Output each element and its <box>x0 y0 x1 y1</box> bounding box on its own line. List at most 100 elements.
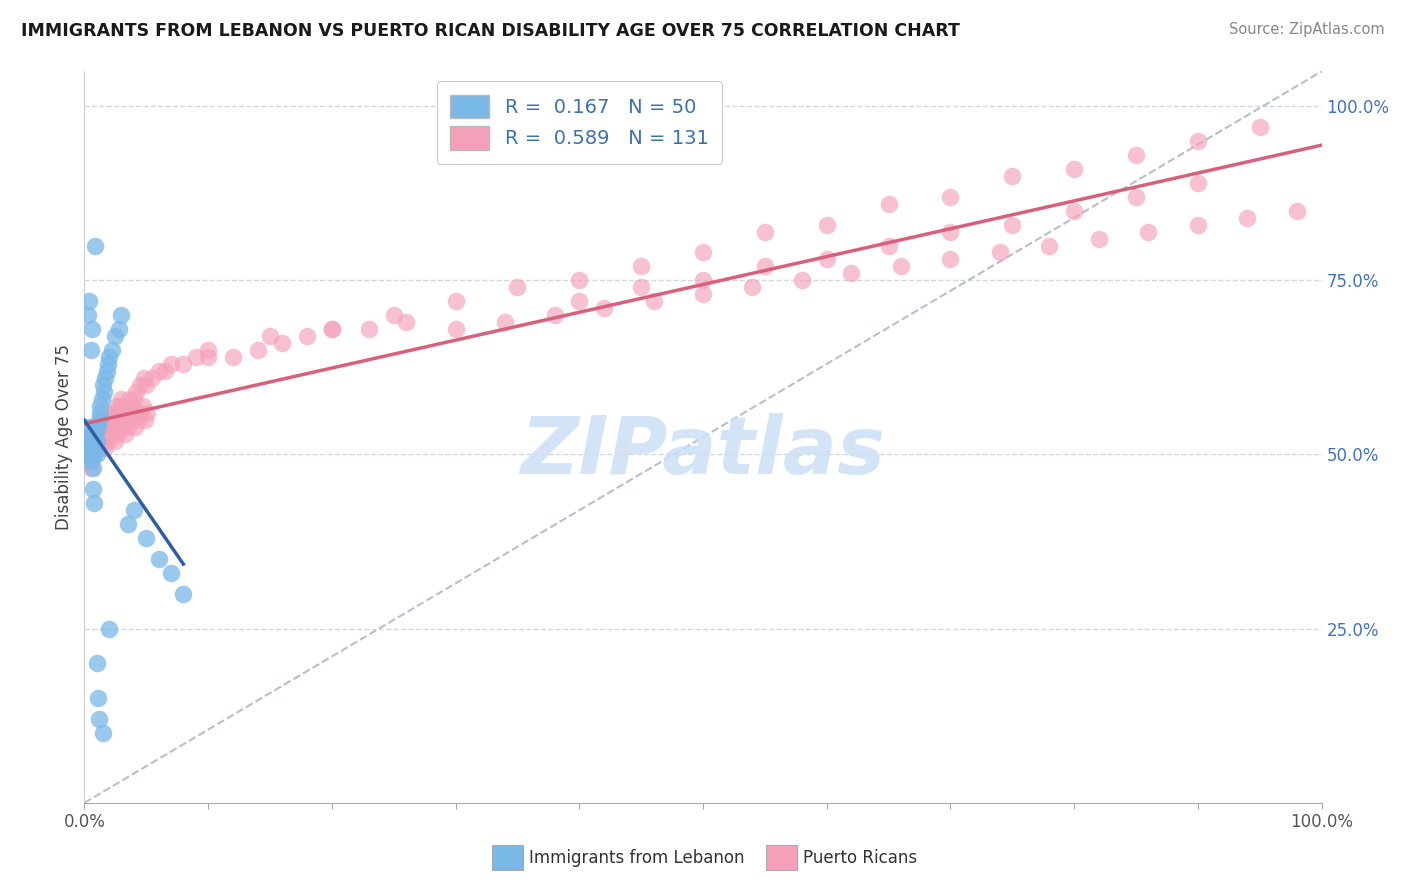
Point <box>110 392 132 406</box>
Point <box>84 441 107 455</box>
Point <box>111 412 134 426</box>
Point <box>89 419 111 434</box>
Point <box>115 406 138 420</box>
Point <box>129 377 152 392</box>
Point <box>105 399 128 413</box>
Point <box>86 434 108 448</box>
Point <box>94 441 117 455</box>
Point <box>107 412 129 426</box>
Point <box>91 426 114 441</box>
Point <box>568 294 591 309</box>
Point <box>117 419 139 434</box>
Point <box>79 454 101 468</box>
Point <box>100 343 122 357</box>
Point <box>101 419 124 434</box>
Point <box>148 552 170 566</box>
Point <box>1187 176 1209 190</box>
Point <box>630 280 652 294</box>
Point <box>87 691 110 706</box>
Point <box>692 287 714 301</box>
Point <box>132 371 155 385</box>
Point <box>841 266 863 280</box>
Text: ZIPatlas: ZIPatlas <box>520 413 886 491</box>
Point <box>87 434 110 448</box>
Y-axis label: Disability Age Over 75: Disability Age Over 75 <box>55 344 73 530</box>
Point <box>444 294 467 309</box>
Point <box>593 301 616 316</box>
Point <box>1187 218 1209 232</box>
Point <box>93 384 115 399</box>
Point <box>692 273 714 287</box>
Point <box>89 406 111 420</box>
Point <box>98 350 121 364</box>
Point <box>815 218 838 232</box>
Point <box>86 426 108 441</box>
Point <box>259 329 281 343</box>
Point <box>692 245 714 260</box>
Point <box>80 426 103 441</box>
Point <box>122 503 145 517</box>
Point <box>790 273 813 287</box>
Point <box>1236 211 1258 225</box>
Point <box>321 322 343 336</box>
Point <box>91 426 114 441</box>
Point <box>77 419 100 434</box>
Point <box>295 329 318 343</box>
Point <box>136 406 159 420</box>
Point <box>84 434 107 448</box>
Point <box>98 419 121 434</box>
Point <box>83 496 105 510</box>
Point <box>444 322 467 336</box>
Point <box>939 252 962 267</box>
Point <box>122 392 145 406</box>
Point <box>108 406 131 420</box>
Point <box>172 587 194 601</box>
Text: Source: ZipAtlas.com: Source: ZipAtlas.com <box>1229 22 1385 37</box>
Point <box>160 566 183 580</box>
Point <box>80 448 103 462</box>
Point <box>568 273 591 287</box>
Point <box>877 196 900 211</box>
Text: Immigrants from Lebanon: Immigrants from Lebanon <box>529 849 744 867</box>
Point <box>321 322 343 336</box>
Point <box>89 399 111 413</box>
Point <box>110 308 132 322</box>
Point <box>87 441 110 455</box>
Point <box>101 419 124 434</box>
Point <box>79 441 101 455</box>
Point <box>1137 225 1160 239</box>
Point <box>98 412 121 426</box>
Point <box>222 350 245 364</box>
Point <box>100 406 122 420</box>
Point <box>97 357 120 371</box>
Point <box>741 280 763 294</box>
Point <box>112 399 135 413</box>
Legend: R =  0.167   N = 50, R =  0.589   N = 131: R = 0.167 N = 50, R = 0.589 N = 131 <box>436 81 723 163</box>
Point <box>77 454 100 468</box>
Point <box>160 357 183 371</box>
Point <box>110 419 132 434</box>
Point <box>1285 203 1308 218</box>
Point <box>1187 134 1209 148</box>
Point <box>988 245 1011 260</box>
Point <box>172 357 194 371</box>
Point <box>877 238 900 252</box>
Point <box>120 412 142 426</box>
Point <box>76 434 98 448</box>
Point <box>86 657 108 671</box>
Point <box>754 260 776 274</box>
Point <box>1001 169 1024 183</box>
Point <box>104 329 127 343</box>
Point <box>127 412 149 426</box>
Text: Puerto Ricans: Puerto Ricans <box>803 849 917 867</box>
Point <box>131 399 153 413</box>
Point <box>79 426 101 441</box>
Point <box>87 419 110 434</box>
Point <box>118 392 141 406</box>
Point <box>82 448 104 462</box>
Point <box>90 392 112 406</box>
Point <box>98 426 121 441</box>
Point <box>643 294 665 309</box>
Point <box>939 190 962 204</box>
Point <box>79 426 101 441</box>
